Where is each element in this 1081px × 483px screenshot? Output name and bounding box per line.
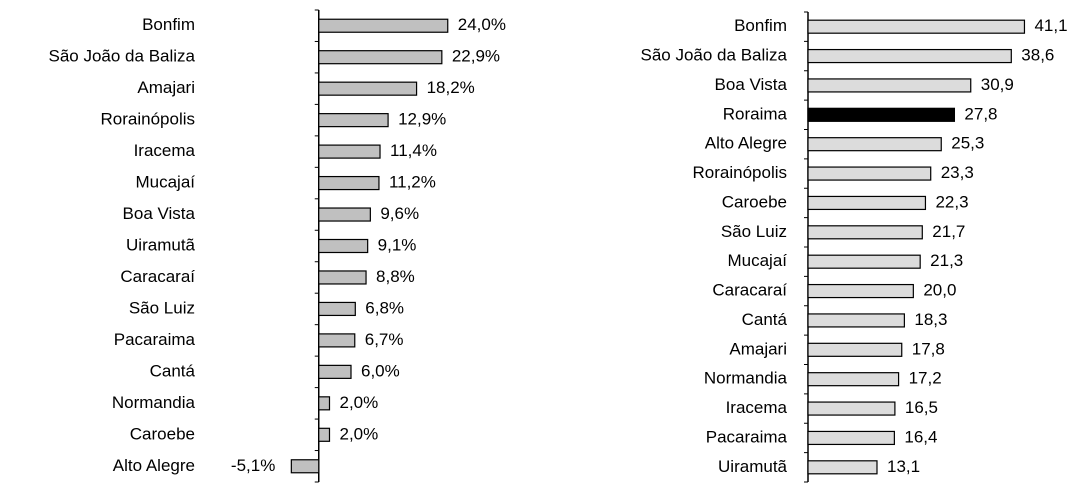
category-label: São Luiz <box>129 298 195 317</box>
category-label: Iracema <box>134 141 196 160</box>
category-label: Bonfim <box>142 15 195 34</box>
category-label: Amajari <box>137 78 195 97</box>
category-label: Caroebe <box>130 424 195 443</box>
category-label: Cantá <box>150 361 196 380</box>
value-label: 30,9 <box>981 75 1014 94</box>
bar <box>807 107 956 122</box>
bar <box>807 342 903 357</box>
value-label: 17,8 <box>912 339 945 358</box>
category-label: Normandia <box>112 393 196 412</box>
bar <box>318 301 356 317</box>
value-label: 6,8% <box>365 298 404 317</box>
bar <box>318 113 389 128</box>
bar <box>318 333 356 348</box>
bar <box>807 372 900 387</box>
bar <box>318 364 352 379</box>
bar <box>290 459 320 474</box>
value-label: 20,0 <box>923 281 956 300</box>
value-label: 16,4 <box>904 427 937 446</box>
category-label: São João da Baliza <box>641 46 788 65</box>
value-label: 41,1 <box>1034 16 1067 35</box>
bar <box>807 166 932 181</box>
category-label: Pacaraima <box>114 330 196 349</box>
category-label: Caracaraí <box>712 281 787 300</box>
bar <box>318 175 380 191</box>
bar <box>318 81 418 96</box>
category-label: Amajari <box>729 339 787 358</box>
value-label: 18,3 <box>914 310 947 329</box>
bar <box>318 18 449 33</box>
value-label: 9,1% <box>378 235 417 254</box>
category-label: Mucajaí <box>727 251 787 270</box>
value-label: -5,1% <box>231 456 275 475</box>
category-label: Alto Alegre <box>113 456 195 475</box>
category-label: Uiramutã <box>718 457 788 476</box>
category-label: Boa Vista <box>123 204 196 223</box>
category-label: Alto Alegre <box>705 134 787 153</box>
bar <box>807 313 905 328</box>
category-label: Rorainópolis <box>101 110 196 129</box>
value-label: 24,0% <box>458 15 506 34</box>
value-label: 27,8 <box>964 104 997 123</box>
value-label: 11,2% <box>389 173 436 192</box>
category-label: Pacaraima <box>706 427 788 446</box>
category-label: Bonfim <box>734 16 787 35</box>
category-label: São João da Baliza <box>49 47 196 66</box>
value-label: 17,2 <box>909 369 942 388</box>
value-label: 2,0% <box>340 424 379 443</box>
value-label: 8,8% <box>376 267 415 286</box>
category-label: Caracaraí <box>120 267 195 286</box>
bar <box>318 144 381 159</box>
category-label: Mucajaí <box>135 173 195 192</box>
bar <box>807 283 914 299</box>
bar <box>807 19 1026 34</box>
bar <box>318 427 331 442</box>
value-label: 11,4% <box>390 141 437 160</box>
bar <box>318 396 331 411</box>
value-label: 12,9% <box>398 110 446 129</box>
value-label: 38,6 <box>1021 46 1054 65</box>
value-label: 25,3 <box>951 134 984 153</box>
bar <box>807 225 923 240</box>
value-label: 22,3 <box>935 192 968 211</box>
value-label: 18,2% <box>427 78 475 97</box>
category-label: Boa Vista <box>715 75 788 94</box>
category-label: Normandia <box>704 369 788 388</box>
bar <box>807 195 927 211</box>
category-label: Roraima <box>723 104 788 123</box>
value-label: 6,7% <box>365 330 404 349</box>
value-label: 16,5 <box>905 398 938 417</box>
bar <box>807 401 896 416</box>
value-label: 9,6% <box>380 204 419 223</box>
category-label: Iracema <box>726 398 788 417</box>
category-label: Caroebe <box>722 192 787 211</box>
value-label: 2,0% <box>340 393 379 412</box>
value-label: 13,1 <box>887 457 920 476</box>
category-label: Rorainópolis <box>693 163 788 182</box>
bar <box>318 238 369 254</box>
bar <box>318 207 371 222</box>
bar <box>807 460 878 475</box>
value-label: 21,7 <box>932 222 965 241</box>
category-label: São Luiz <box>721 222 787 241</box>
bar <box>807 48 1012 64</box>
bar <box>318 270 367 285</box>
value-label: 21,3 <box>930 251 963 270</box>
bar <box>807 137 942 152</box>
category-label: Cantá <box>742 310 788 329</box>
bar <box>318 50 443 65</box>
category-label: Uiramutã <box>126 235 196 254</box>
value-label: 23,3 <box>941 163 974 182</box>
bar <box>807 254 921 269</box>
bar <box>807 78 972 93</box>
value-label: 6,0% <box>361 361 400 380</box>
bar <box>807 430 895 446</box>
value-label: 22,9% <box>452 47 500 66</box>
